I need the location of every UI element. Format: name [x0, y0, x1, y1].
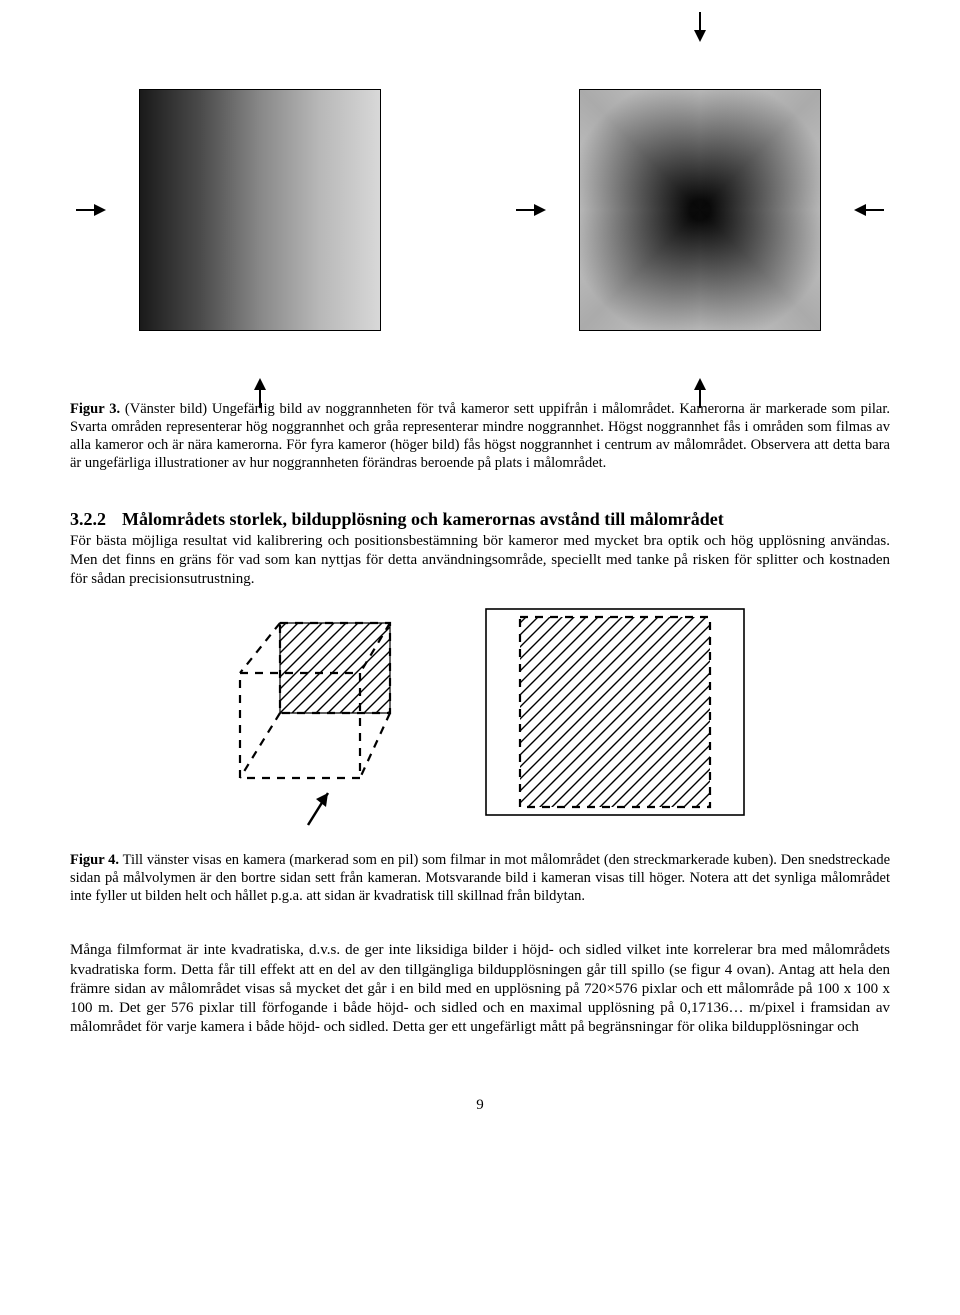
arrow-up-icon: [694, 378, 706, 390]
figure-3-right: [570, 40, 830, 380]
body-para-2: Många filmformat är inte kvadratiska, d.…: [70, 941, 890, 1037]
figure-4-left: [210, 603, 420, 833]
figure-4-right: [480, 603, 750, 833]
arrow-left-icon: [94, 204, 106, 216]
arrow-down-icon: [694, 30, 706, 42]
gradient-box-right: [579, 89, 821, 331]
figure-4-label: Figur 4.: [70, 852, 119, 868]
figure-4-caption-text: Till vänster visas en kamera (markerad s…: [70, 852, 890, 904]
gradient-box-left: [139, 89, 381, 331]
page-number: 9: [70, 1097, 890, 1114]
arrow-left-icon: [534, 204, 546, 216]
figure-4: [70, 603, 890, 833]
section-number: 3.2.2: [70, 509, 106, 530]
section-heading: 3.2.2 Målområdets storlek, bildupplösning…: [70, 509, 890, 530]
figure-3-left: [130, 40, 390, 380]
section-para-1: För bästa möjliga resultat vid kalibreri…: [70, 532, 890, 590]
figure-3: [70, 40, 890, 380]
figure-4-caption: Figur 4. Till vänster visas en kamera (m…: [70, 851, 890, 905]
figure-3-label: Figur 3.: [70, 401, 120, 417]
arrow-right-icon: [854, 204, 866, 216]
figure-3-caption: Figur 3. (Vänster bild) Ungefärlig bild …: [70, 400, 890, 473]
arrow-up-icon: [254, 378, 266, 390]
section-title: Målområdets storlek, bildupplösning och …: [122, 509, 724, 529]
figure-3-caption-text: (Vänster bild) Ungefärlig bild av noggra…: [70, 401, 890, 471]
